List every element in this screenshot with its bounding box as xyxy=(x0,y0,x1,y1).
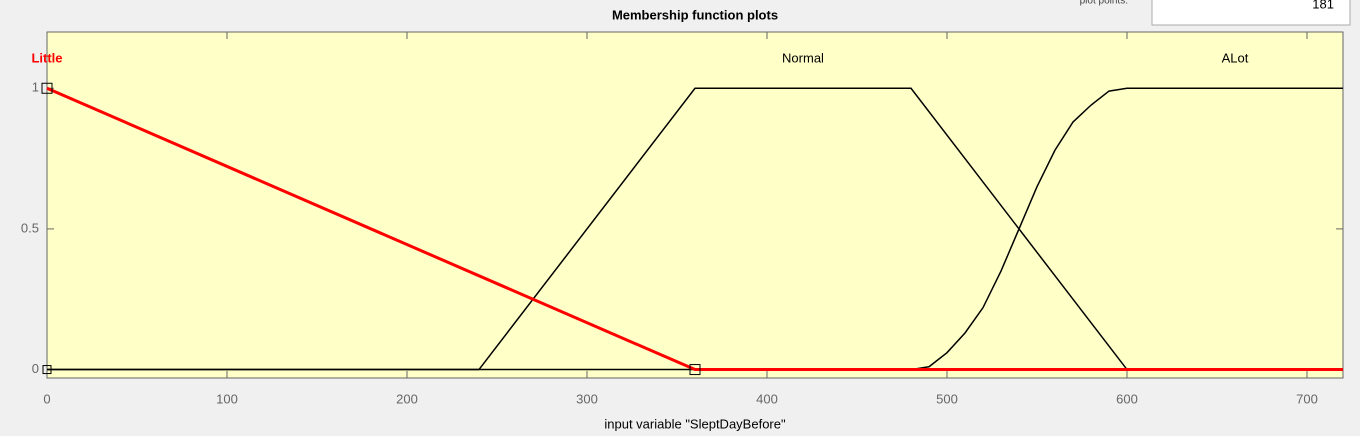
x-tick-label: 200 xyxy=(396,391,418,406)
x-tick-label: 500 xyxy=(936,391,958,406)
membership-line xyxy=(47,87,1343,371)
series-label: ALot xyxy=(1222,50,1249,65)
y-tick-label: 0.5 xyxy=(21,220,39,235)
x-tick-label: 100 xyxy=(216,391,238,406)
plot-points-value[interactable]: 181 xyxy=(1312,0,1334,11)
y-tick-label: 0 xyxy=(32,361,39,376)
vertex-marker xyxy=(41,82,53,94)
chart-title: Membership function plots xyxy=(612,7,778,22)
series-label: Little xyxy=(31,50,62,65)
plot-points-label: plot points: xyxy=(1080,0,1128,7)
plot-points-input[interactable] xyxy=(1151,0,1351,26)
x-tick-label: 400 xyxy=(756,391,778,406)
series-label: Normal xyxy=(782,50,824,65)
vertex-marker xyxy=(689,364,701,376)
membership-line xyxy=(46,86,1343,372)
y-tick-label: 1 xyxy=(32,80,39,95)
x-tick-label: 0 xyxy=(43,391,50,406)
x-axis-label: input variable "SleptDayBefore" xyxy=(604,416,786,431)
x-tick-label: 600 xyxy=(1116,391,1138,406)
plot-area xyxy=(46,31,1344,379)
x-tick-label: 300 xyxy=(576,391,598,406)
x-tick-label: 700 xyxy=(1296,391,1318,406)
